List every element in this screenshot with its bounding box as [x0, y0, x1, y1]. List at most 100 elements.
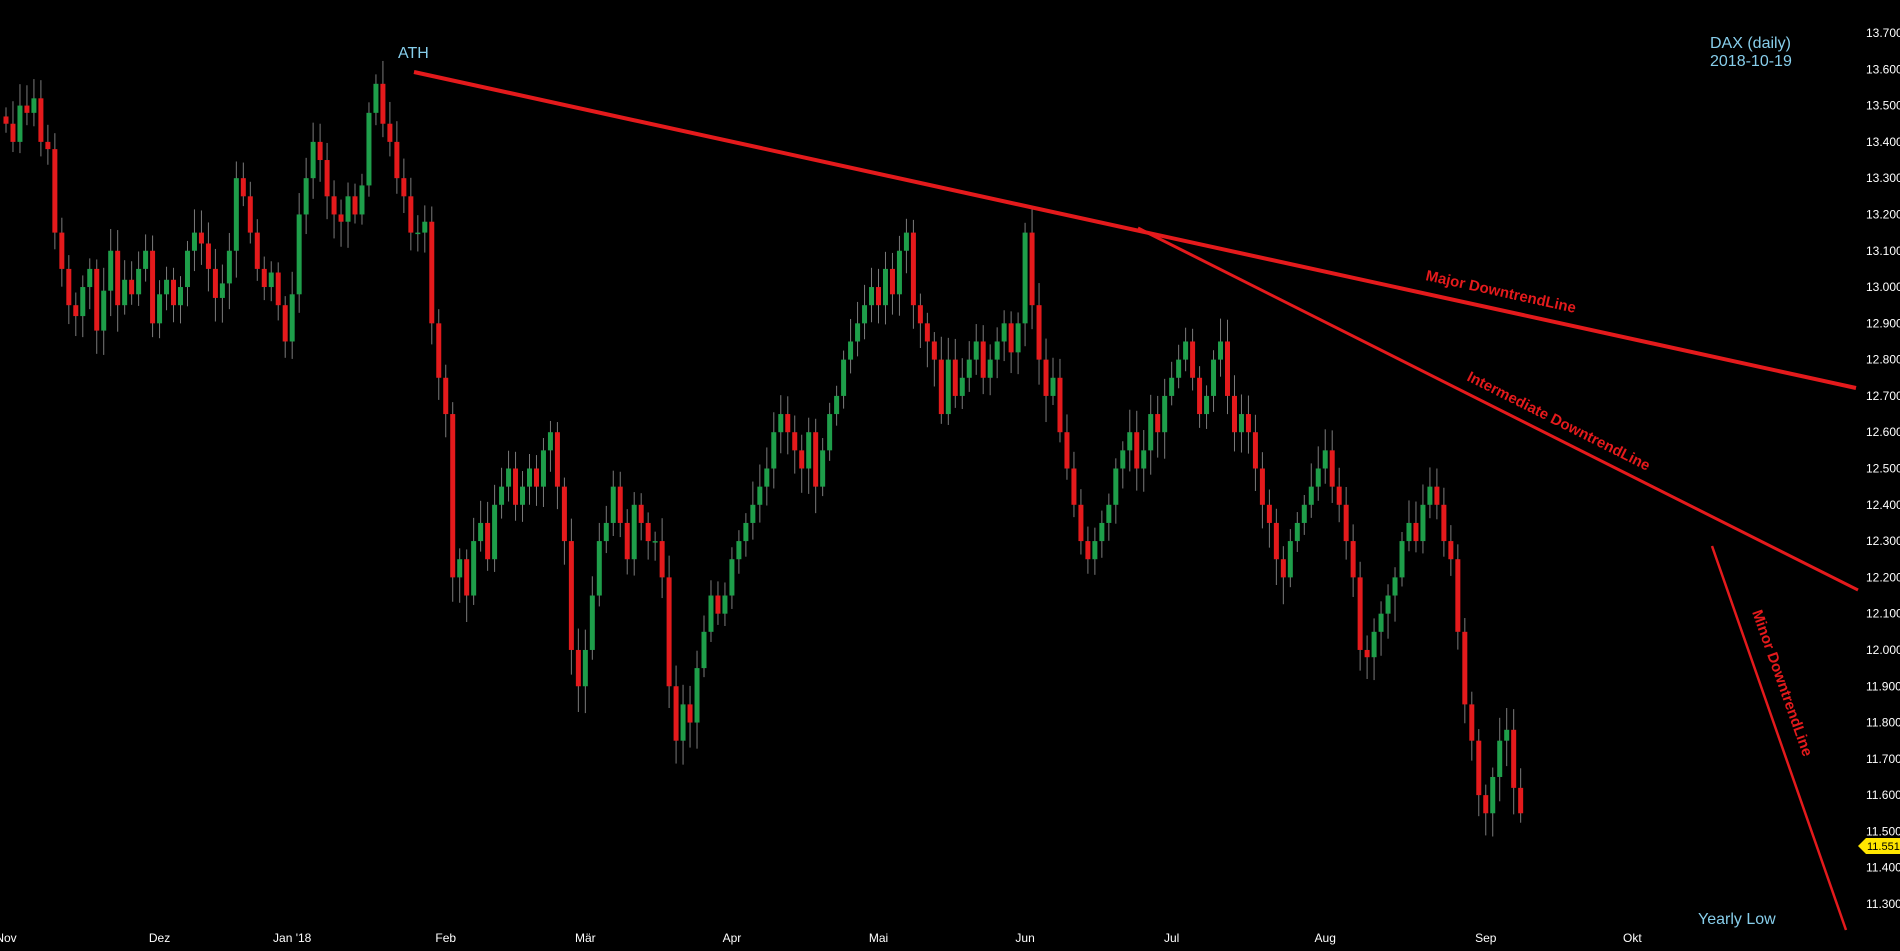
candle-body — [115, 250, 121, 306]
candle-body — [24, 105, 30, 113]
y-tick-label: 11.400 — [1866, 861, 1900, 875]
candle-body — [561, 486, 567, 542]
candle-body — [289, 294, 295, 342]
candle-body — [973, 341, 979, 360]
y-tick-label: 12.000 — [1866, 643, 1900, 657]
candle-body — [1329, 450, 1335, 487]
candle-body — [1022, 232, 1028, 324]
candle-body — [268, 272, 274, 288]
y-tick-label: 12.200 — [1866, 570, 1900, 584]
candle-body — [3, 116, 9, 124]
candle-body — [1266, 504, 1272, 523]
candle-body — [1050, 377, 1056, 396]
candle-body — [408, 196, 414, 233]
candle-body — [457, 559, 463, 578]
candle-body — [910, 232, 916, 306]
candle-body — [1176, 359, 1182, 378]
candle-body — [1071, 468, 1077, 505]
candle-body — [1385, 595, 1391, 614]
candle-body — [1015, 323, 1021, 353]
current-price-value: 11.551 — [1867, 841, 1900, 853]
candle-body — [10, 123, 16, 142]
ath-label: ATH — [398, 45, 429, 62]
candle-body — [1029, 232, 1035, 306]
candle-body — [17, 105, 23, 142]
candle-body — [673, 686, 679, 741]
candle-body — [513, 468, 519, 505]
candle-body — [198, 232, 204, 244]
candle-body — [652, 541, 658, 543]
candle-body — [1287, 541, 1293, 578]
candle-body — [429, 221, 435, 324]
candle-body — [708, 595, 714, 632]
candle-body — [1497, 740, 1503, 777]
candle-body — [1141, 450, 1147, 469]
candle-body — [387, 123, 393, 142]
candle-body — [582, 649, 588, 687]
candle-body — [101, 290, 107, 331]
candle-body — [631, 504, 637, 560]
candle-body — [380, 83, 386, 124]
candle-body — [394, 141, 400, 179]
candle-body — [743, 522, 749, 542]
candle-body — [80, 287, 86, 317]
candle-body — [568, 541, 574, 650]
candle-body — [1413, 522, 1419, 542]
candle-body — [366, 112, 372, 186]
candle-body — [178, 287, 183, 306]
y-tick-label: 11.900 — [1866, 679, 1900, 693]
candle-body — [966, 359, 972, 378]
major-downtrend-line — [413, 70, 1857, 390]
candle-body — [1448, 541, 1454, 560]
candle-body — [129, 279, 135, 295]
x-tick-label: Apr — [723, 931, 742, 945]
candle-body — [862, 305, 868, 324]
candle-body — [338, 214, 344, 222]
candle-body — [903, 232, 909, 251]
y-tick-label: 13.600 — [1866, 62, 1900, 76]
candle-body — [1134, 432, 1140, 469]
candle-body — [1245, 414, 1251, 433]
candle-body — [275, 272, 281, 306]
candle-body — [261, 268, 267, 288]
candle-body — [1043, 359, 1049, 396]
candle-body — [1085, 541, 1091, 560]
candle-body — [687, 704, 693, 723]
candle-body — [471, 541, 477, 596]
candle-body — [980, 341, 986, 378]
y-tick-label: 12.500 — [1866, 462, 1900, 476]
candle-body — [1225, 341, 1230, 396]
y-tick-label: 11.600 — [1866, 788, 1900, 802]
candle-body — [778, 414, 784, 433]
candle-body — [436, 323, 442, 378]
candle-body — [869, 287, 875, 306]
candle-body — [1252, 432, 1258, 469]
candle-body — [540, 450, 546, 487]
candle-body — [931, 341, 937, 360]
candle-body — [1308, 486, 1314, 505]
candle-body — [331, 196, 337, 215]
candle-body — [1238, 414, 1244, 433]
candle-body — [1406, 522, 1412, 542]
candle-body — [1155, 414, 1161, 433]
y-tick-label: 12.700 — [1866, 389, 1900, 403]
candle-body — [1099, 522, 1105, 542]
candle-body — [645, 522, 651, 542]
candle-body — [373, 83, 379, 113]
candle-body — [750, 504, 756, 523]
x-axis: Nov Dez Jan '18 Feb Mär Apr Mai Jun Jul Aug Sep Okt — [0, 931, 1642, 945]
y-tick-label: 11.300 — [1866, 897, 1900, 911]
candle-body — [785, 414, 791, 433]
y-tick-label: 13.100 — [1866, 244, 1900, 258]
candle-body — [834, 395, 840, 415]
candle-body — [1427, 486, 1433, 505]
candle-body — [1490, 776, 1496, 814]
candle-body — [184, 250, 190, 288]
candle-body — [589, 595, 595, 650]
candle-body — [94, 268, 100, 331]
candle-body — [638, 504, 644, 523]
current-price-tag: 11.551 — [1858, 838, 1900, 854]
candle-body — [1036, 305, 1042, 360]
candle-body — [855, 323, 861, 342]
